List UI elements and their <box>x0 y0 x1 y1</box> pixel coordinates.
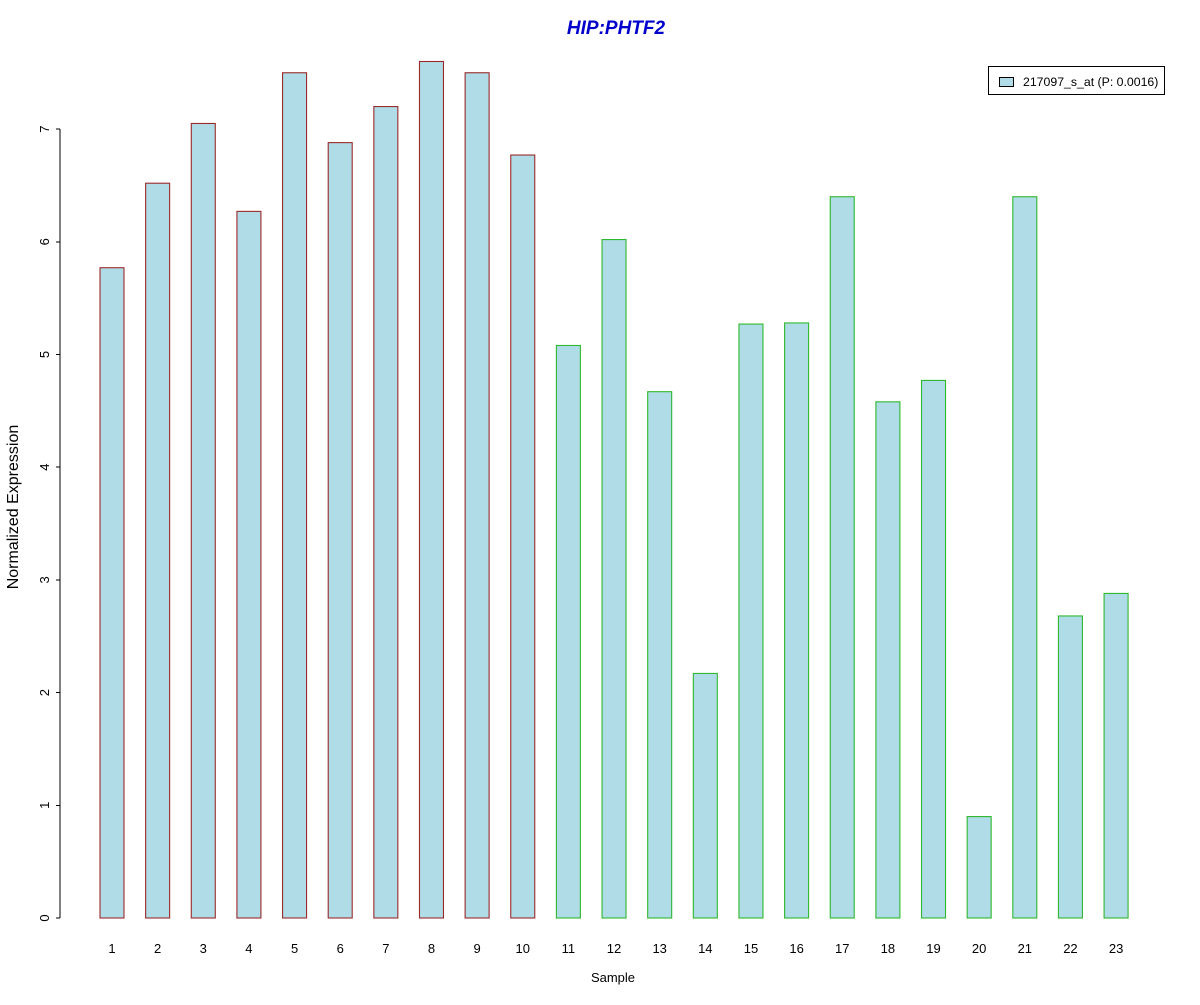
svg-text:2: 2 <box>154 941 161 956</box>
svg-text:15: 15 <box>744 941 758 956</box>
svg-text:22: 22 <box>1063 941 1077 956</box>
svg-text:3: 3 <box>200 941 207 956</box>
svg-text:20: 20 <box>972 941 986 956</box>
svg-text:17: 17 <box>835 941 849 956</box>
svg-text:21: 21 <box>1018 941 1032 956</box>
svg-text:4: 4 <box>37 464 52 471</box>
svg-text:3: 3 <box>37 576 52 583</box>
svg-text:2: 2 <box>37 689 52 696</box>
svg-text:5: 5 <box>37 351 52 358</box>
svg-text:14: 14 <box>698 941 712 956</box>
svg-text:16: 16 <box>789 941 803 956</box>
svg-text:1: 1 <box>37 802 52 809</box>
svg-text:7: 7 <box>37 125 52 132</box>
svg-text:12: 12 <box>607 941 621 956</box>
svg-text:8: 8 <box>428 941 435 956</box>
svg-text:9: 9 <box>474 941 481 956</box>
svg-text:4: 4 <box>245 941 252 956</box>
svg-text:6: 6 <box>37 238 52 245</box>
svg-text:10: 10 <box>516 941 530 956</box>
svg-text:23: 23 <box>1109 941 1123 956</box>
svg-text:13: 13 <box>652 941 666 956</box>
svg-text:6: 6 <box>337 941 344 956</box>
svg-text:7: 7 <box>382 941 389 956</box>
svg-text:11: 11 <box>562 941 576 956</box>
svg-text:1: 1 <box>108 941 115 956</box>
svg-text:18: 18 <box>881 941 895 956</box>
svg-text:5: 5 <box>291 941 298 956</box>
svg-text:19: 19 <box>926 941 940 956</box>
svg-text:0: 0 <box>37 914 52 921</box>
